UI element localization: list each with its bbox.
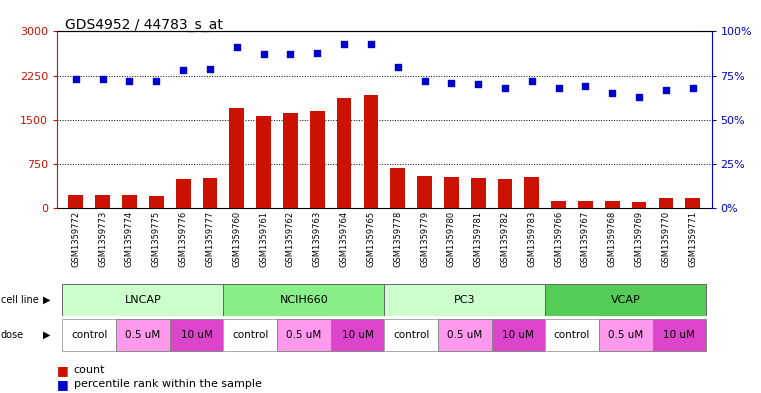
Bar [62, 284, 224, 316]
Bar [116, 319, 170, 351]
Text: LNCAP: LNCAP [125, 295, 161, 305]
Bar [492, 319, 545, 351]
Point [123, 78, 135, 84]
Point [526, 78, 538, 84]
Bar [632, 202, 647, 208]
Text: control: control [393, 330, 429, 340]
Bar [202, 178, 218, 208]
Point [231, 44, 243, 50]
Text: percentile rank within the sample: percentile rank within the sample [74, 379, 262, 389]
Bar [283, 113, 298, 208]
Bar [122, 195, 137, 208]
Bar [364, 95, 378, 208]
Text: 10 uM: 10 uM [664, 330, 696, 340]
Bar [176, 179, 190, 208]
Text: GDS4952 / 44783_s_at: GDS4952 / 44783_s_at [65, 18, 222, 32]
Text: count: count [74, 365, 105, 375]
Point [338, 40, 350, 47]
Point [204, 65, 216, 72]
Bar [471, 178, 486, 208]
Bar [545, 319, 599, 351]
Point [472, 81, 484, 88]
Point [660, 86, 672, 93]
Text: 10 uM: 10 uM [180, 330, 212, 340]
Bar [390, 168, 405, 208]
Point [70, 76, 82, 83]
Point [499, 85, 511, 91]
Text: control: control [232, 330, 269, 340]
Point [285, 51, 297, 57]
Bar [686, 198, 700, 208]
Text: ■: ■ [57, 364, 68, 377]
Text: PC3: PC3 [454, 295, 476, 305]
Text: dose: dose [1, 330, 24, 340]
Text: ▶: ▶ [43, 330, 50, 340]
Text: control: control [71, 330, 107, 340]
Text: ▶: ▶ [43, 295, 50, 305]
Text: cell line: cell line [1, 295, 39, 305]
Point [552, 85, 565, 91]
Bar [384, 319, 438, 351]
Point [365, 40, 377, 47]
Bar [256, 116, 271, 208]
Text: ■: ■ [57, 378, 68, 391]
Bar [652, 319, 706, 351]
Point [97, 76, 109, 83]
Bar [224, 284, 384, 316]
Bar [384, 284, 545, 316]
Bar [62, 319, 116, 351]
Text: 0.5 uM: 0.5 uM [447, 330, 482, 340]
Point [150, 78, 162, 84]
Bar [336, 98, 352, 208]
Bar [310, 111, 325, 208]
Bar [605, 201, 619, 208]
Bar [95, 195, 110, 208]
Text: NCIH660: NCIH660 [279, 295, 328, 305]
Text: 0.5 uM: 0.5 uM [286, 330, 321, 340]
Bar [498, 179, 512, 208]
Point [686, 85, 699, 91]
Bar [658, 198, 673, 208]
Point [257, 51, 269, 57]
Bar [438, 319, 492, 351]
Bar [578, 200, 593, 208]
Bar [599, 319, 652, 351]
Point [633, 94, 645, 100]
Bar [417, 176, 432, 208]
Text: control: control [554, 330, 591, 340]
Text: 0.5 uM: 0.5 uM [126, 330, 161, 340]
Point [419, 78, 431, 84]
Text: 0.5 uM: 0.5 uM [608, 330, 643, 340]
Bar [68, 195, 83, 208]
Point [177, 67, 189, 73]
Bar [229, 108, 244, 208]
Bar [551, 201, 566, 208]
Text: 10 uM: 10 uM [502, 330, 534, 340]
Bar [170, 319, 224, 351]
Point [445, 79, 457, 86]
Point [392, 64, 404, 70]
Bar [331, 319, 384, 351]
Bar [524, 177, 540, 208]
Point [579, 83, 591, 90]
Text: VCAP: VCAP [611, 295, 641, 305]
Bar [149, 196, 164, 208]
Bar [444, 177, 459, 208]
Point [607, 90, 619, 96]
Bar [277, 319, 331, 351]
Bar [224, 319, 277, 351]
Bar [545, 284, 706, 316]
Text: 10 uM: 10 uM [342, 330, 374, 340]
Point [311, 50, 323, 56]
